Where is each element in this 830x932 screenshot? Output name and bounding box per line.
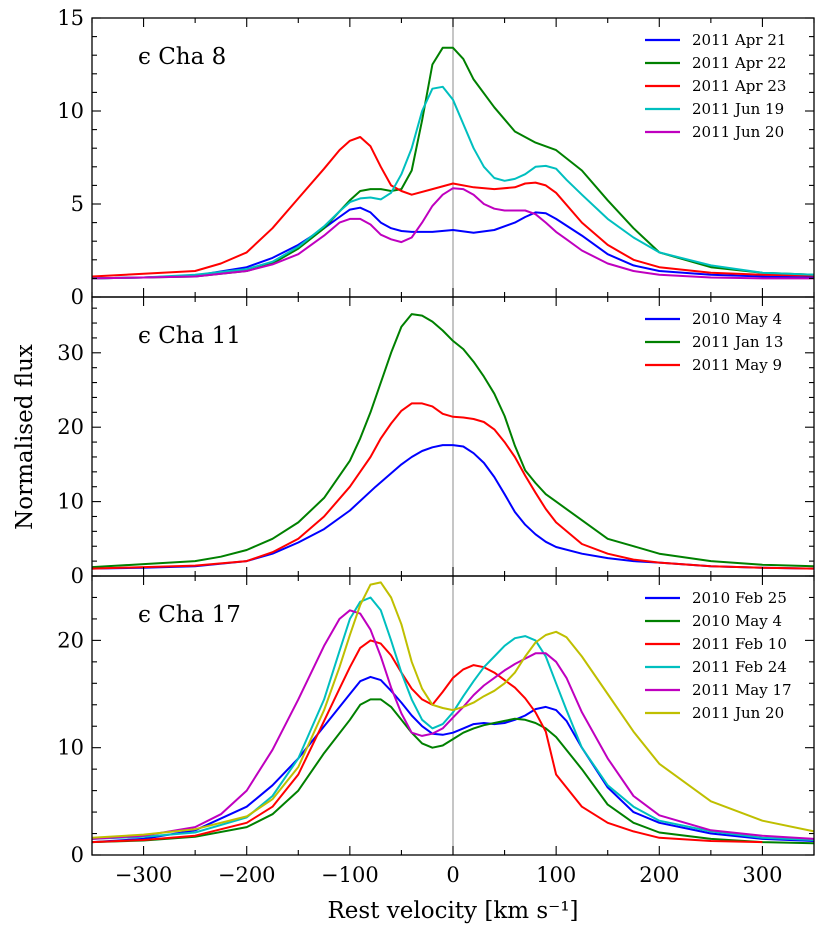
panel-title: ϵ Cha 17 xyxy=(138,602,241,628)
legend-label: 2011 Jun 20 xyxy=(692,704,784,722)
x-tick-label: 0 xyxy=(446,863,459,887)
y-tick-label: 0 xyxy=(71,564,84,588)
legend-label: 2010 May 4 xyxy=(692,310,782,328)
legend-label: 2011 May 17 xyxy=(692,681,792,699)
series-line xyxy=(91,402,815,570)
y-tick-label: 10 xyxy=(57,490,84,514)
legend-label: 2011 Jun 20 xyxy=(692,123,784,141)
series-line xyxy=(91,581,815,839)
panel-2: 0 10 20 30 ϵ Cha 11 2010 May 4 2011 Jan 13 2011… xyxy=(57,296,815,588)
y-axis-title: Normalised flux xyxy=(12,344,38,530)
panel-title: ϵ Cha 8 xyxy=(138,44,226,70)
panel-title: ϵ Cha 11 xyxy=(138,323,241,349)
legend-label: 2011 Apr 22 xyxy=(692,54,786,72)
series-line xyxy=(91,313,815,569)
x-tick-label: 300 xyxy=(742,863,782,887)
legend-label: 2011 Jun 19 xyxy=(692,100,784,118)
y-tick-label: 15 xyxy=(57,6,84,30)
y-tick-label: 0 xyxy=(71,843,84,867)
series-line xyxy=(91,609,815,840)
y-tick-label: 10 xyxy=(57,736,84,760)
series-line xyxy=(91,136,815,278)
panels-layer: 0 5 10 15 ϵ Cha 8 2011 Apr 21 2011 Apr 22 2011 … xyxy=(57,6,815,887)
y-tick-label: 10 xyxy=(57,99,84,123)
x-tick-label: −200 xyxy=(218,863,276,887)
series-line xyxy=(91,85,815,280)
legend-label: 2011 Apr 21 xyxy=(692,31,786,49)
x-axis-title: Rest velocity [km s⁻¹] xyxy=(327,898,578,924)
y-tick-label: 0 xyxy=(71,285,84,309)
x-tick-label: −100 xyxy=(321,863,379,887)
legend-label: 2011 Feb 10 xyxy=(692,635,787,653)
legend-label: 2010 Feb 25 xyxy=(692,589,787,607)
legend-label: 2011 Jan 13 xyxy=(692,333,783,351)
x-tick-label: −300 xyxy=(115,863,173,887)
series-line xyxy=(91,444,815,570)
x-tick-label: 200 xyxy=(639,863,679,887)
panel-3: 0 10 20 ϵ Cha 17 2010 Feb 25 2010 May 4 2011 F… xyxy=(57,575,815,867)
series-line xyxy=(91,639,763,844)
series-line xyxy=(91,698,815,845)
legend-label: 2011 Apr 23 xyxy=(692,77,786,95)
panel-1: 0 5 10 15 ϵ Cha 8 2011 Apr 21 2011 Apr 22 2011 … xyxy=(57,6,815,309)
series-line xyxy=(91,596,815,841)
series-line xyxy=(91,206,815,280)
y-tick-label: 20 xyxy=(57,628,84,652)
y-tick-label: 30 xyxy=(57,341,84,365)
series-line xyxy=(91,187,814,280)
legend-label: 2011 May 9 xyxy=(692,356,782,374)
legend-label: 2010 May 4 xyxy=(692,612,782,630)
legend-label: 2011 Feb 24 xyxy=(692,658,787,676)
y-tick-label: 5 xyxy=(71,192,84,216)
x-tick-label: 100 xyxy=(536,863,576,887)
y-tick-label: 20 xyxy=(57,415,84,439)
series-line xyxy=(91,46,815,280)
